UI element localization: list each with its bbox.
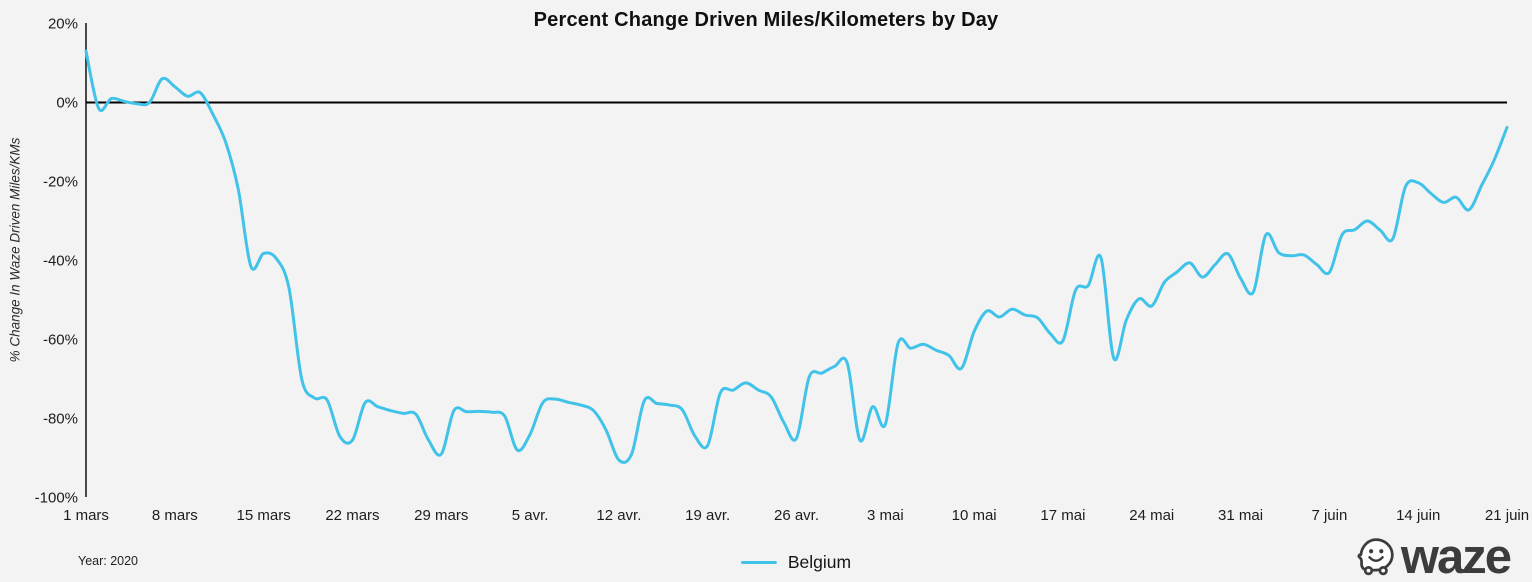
- x-tick-label: 24 mai: [1129, 507, 1175, 524]
- y-tick-label: -100%: [34, 489, 78, 506]
- legend: Belgium: [740, 552, 852, 573]
- x-tick-label: 3 mai: [866, 507, 904, 524]
- x-tick-label: 1 mars: [63, 507, 109, 524]
- y-tick-label: -40%: [42, 252, 78, 269]
- x-tick-label: 15 mars: [236, 507, 291, 524]
- x-tick-label: 17 mai: [1040, 507, 1086, 524]
- x-tick-label: 12 avr.: [596, 507, 642, 524]
- chart-title: Percent Change Driven Miles/Kilometers b…: [533, 9, 999, 31]
- legend-line-swatch: [740, 561, 777, 564]
- x-tick-label: 8 mars: [151, 507, 198, 524]
- x-tick-label: 21 juin: [1484, 507, 1530, 524]
- waze-icon: [1357, 538, 1394, 576]
- x-tick-label: 29 mars: [414, 507, 469, 524]
- year-note: Year: 2020: [78, 554, 139, 568]
- x-tick-label: 10 mai: [951, 507, 997, 524]
- x-tick-label: 7 juin: [1311, 507, 1348, 524]
- x-tick-label: 19 avr.: [685, 507, 731, 524]
- x-tick-label: 5 avr.: [511, 507, 549, 524]
- y-tick-label: 0%: [56, 94, 78, 111]
- x-tick-label: 14 juin: [1396, 507, 1441, 524]
- legend-series-label: Belgium: [787, 552, 852, 572]
- y-tick-label: -60%: [42, 331, 78, 348]
- y-tick-label: -20%: [42, 173, 78, 190]
- x-tick-label: 22 mars: [325, 507, 380, 524]
- y-tick-label: -80%: [42, 410, 78, 427]
- waze-logo: waze: [1354, 530, 1512, 582]
- belgium-line-series: [84, 49, 1509, 464]
- x-tick-label: 26 avr.: [773, 507, 820, 524]
- x-tick-label: 31 mai: [1218, 507, 1264, 524]
- waze-wordmark: waze: [1400, 530, 1512, 582]
- y-tick-label: 20%: [47, 15, 78, 32]
